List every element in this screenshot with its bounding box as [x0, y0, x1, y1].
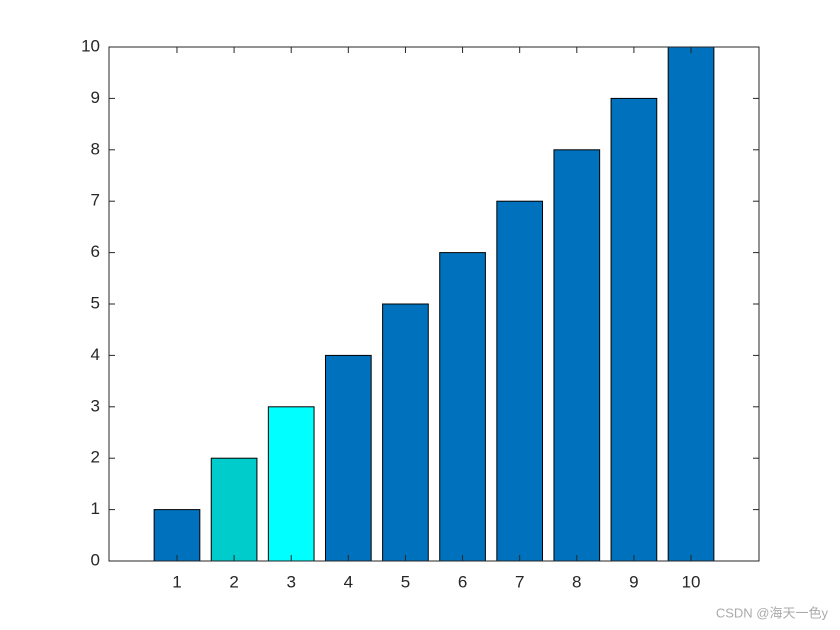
- y-tick-label: 8: [91, 139, 100, 158]
- y-tick-label: 10: [81, 36, 100, 55]
- x-tick-label: 4: [344, 572, 353, 591]
- x-tick-label: 5: [401, 572, 410, 591]
- bar: [439, 252, 486, 562]
- bar: [496, 200, 544, 562]
- bar: [210, 457, 258, 562]
- y-tick-label: 2: [91, 448, 100, 467]
- x-tick-label: 6: [458, 572, 467, 591]
- watermark: CSDN @海天一色y: [716, 605, 829, 620]
- bar: [382, 303, 429, 562]
- y-tick-label: 6: [91, 242, 100, 261]
- y-tick-label: 1: [91, 499, 100, 518]
- y-tick-label: 3: [91, 396, 100, 415]
- y-tick-label: 7: [91, 191, 100, 210]
- x-tick-label: 3: [286, 572, 295, 591]
- x-tick-label: 10: [682, 572, 701, 591]
- bar: [324, 354, 372, 562]
- x-tick-label: 2: [229, 572, 238, 591]
- y-tick-label: 4: [91, 345, 100, 364]
- x-tick-label: 9: [629, 572, 638, 591]
- bar: [267, 406, 315, 562]
- y-tick-label: 5: [91, 293, 100, 312]
- plot-frame: [108, 46, 760, 562]
- bar: [667, 46, 715, 562]
- bar: [553, 149, 601, 562]
- x-tick-label: 1: [172, 572, 181, 591]
- x-tick-label: 8: [572, 572, 581, 591]
- x-tick-label: 7: [515, 572, 524, 591]
- bar: [610, 97, 658, 562]
- y-tick-label: 9: [91, 88, 100, 107]
- y-tick-label: 0: [91, 550, 100, 569]
- bar: [153, 509, 201, 562]
